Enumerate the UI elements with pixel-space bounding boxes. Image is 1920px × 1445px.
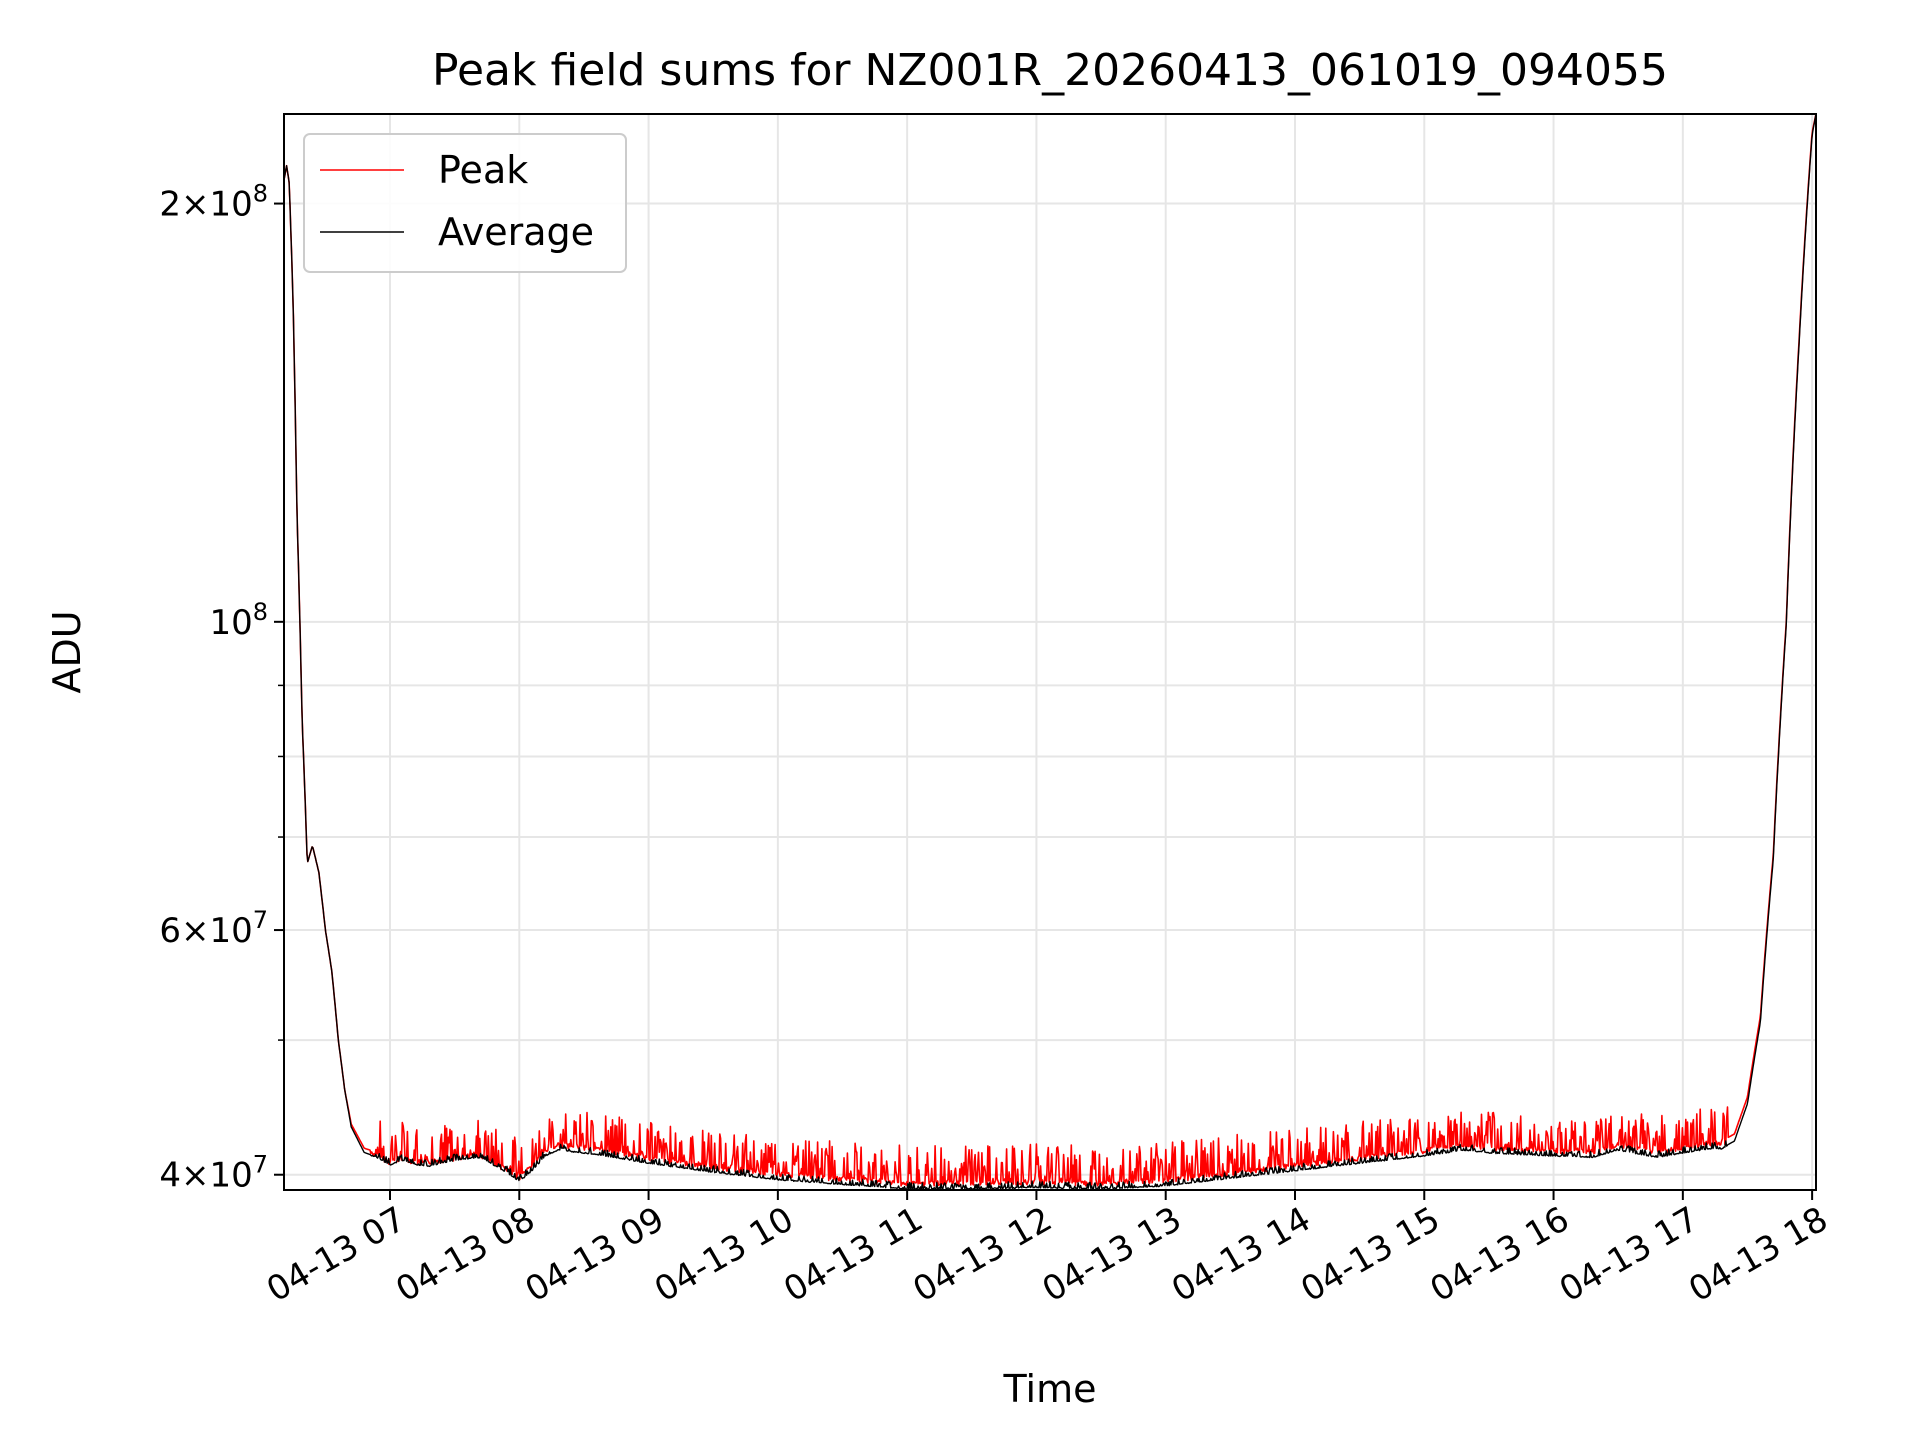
legend-box <box>303 133 627 273</box>
y-tick-label: 2×108 <box>159 180 268 225</box>
y-tick-exponent: 7 <box>253 1151 268 1179</box>
y-tick-exponent: 8 <box>253 180 268 208</box>
y-axis-label: ADU <box>45 610 89 693</box>
grid-lines <box>284 114 1816 1190</box>
plot-frame <box>283 113 1817 1191</box>
series-line-peak <box>284 114 1816 1187</box>
y-tick-exponent: 7 <box>253 906 268 934</box>
y-tick-exponent: 8 <box>253 598 268 626</box>
x-axis-label: Time <box>1003 1367 1097 1411</box>
legend: Peak Average <box>303 133 627 273</box>
series-layer <box>284 114 1816 1190</box>
chart-title: Peak field sums for NZ001R_20260413_0610… <box>432 45 1668 96</box>
legend-label-peak: Peak <box>438 148 528 192</box>
y-tick-label: 6×107 <box>159 906 268 951</box>
legend-label-average: Average <box>438 210 594 254</box>
series-line-average <box>284 114 1816 1190</box>
y-tick-label: 4×107 <box>159 1151 268 1196</box>
